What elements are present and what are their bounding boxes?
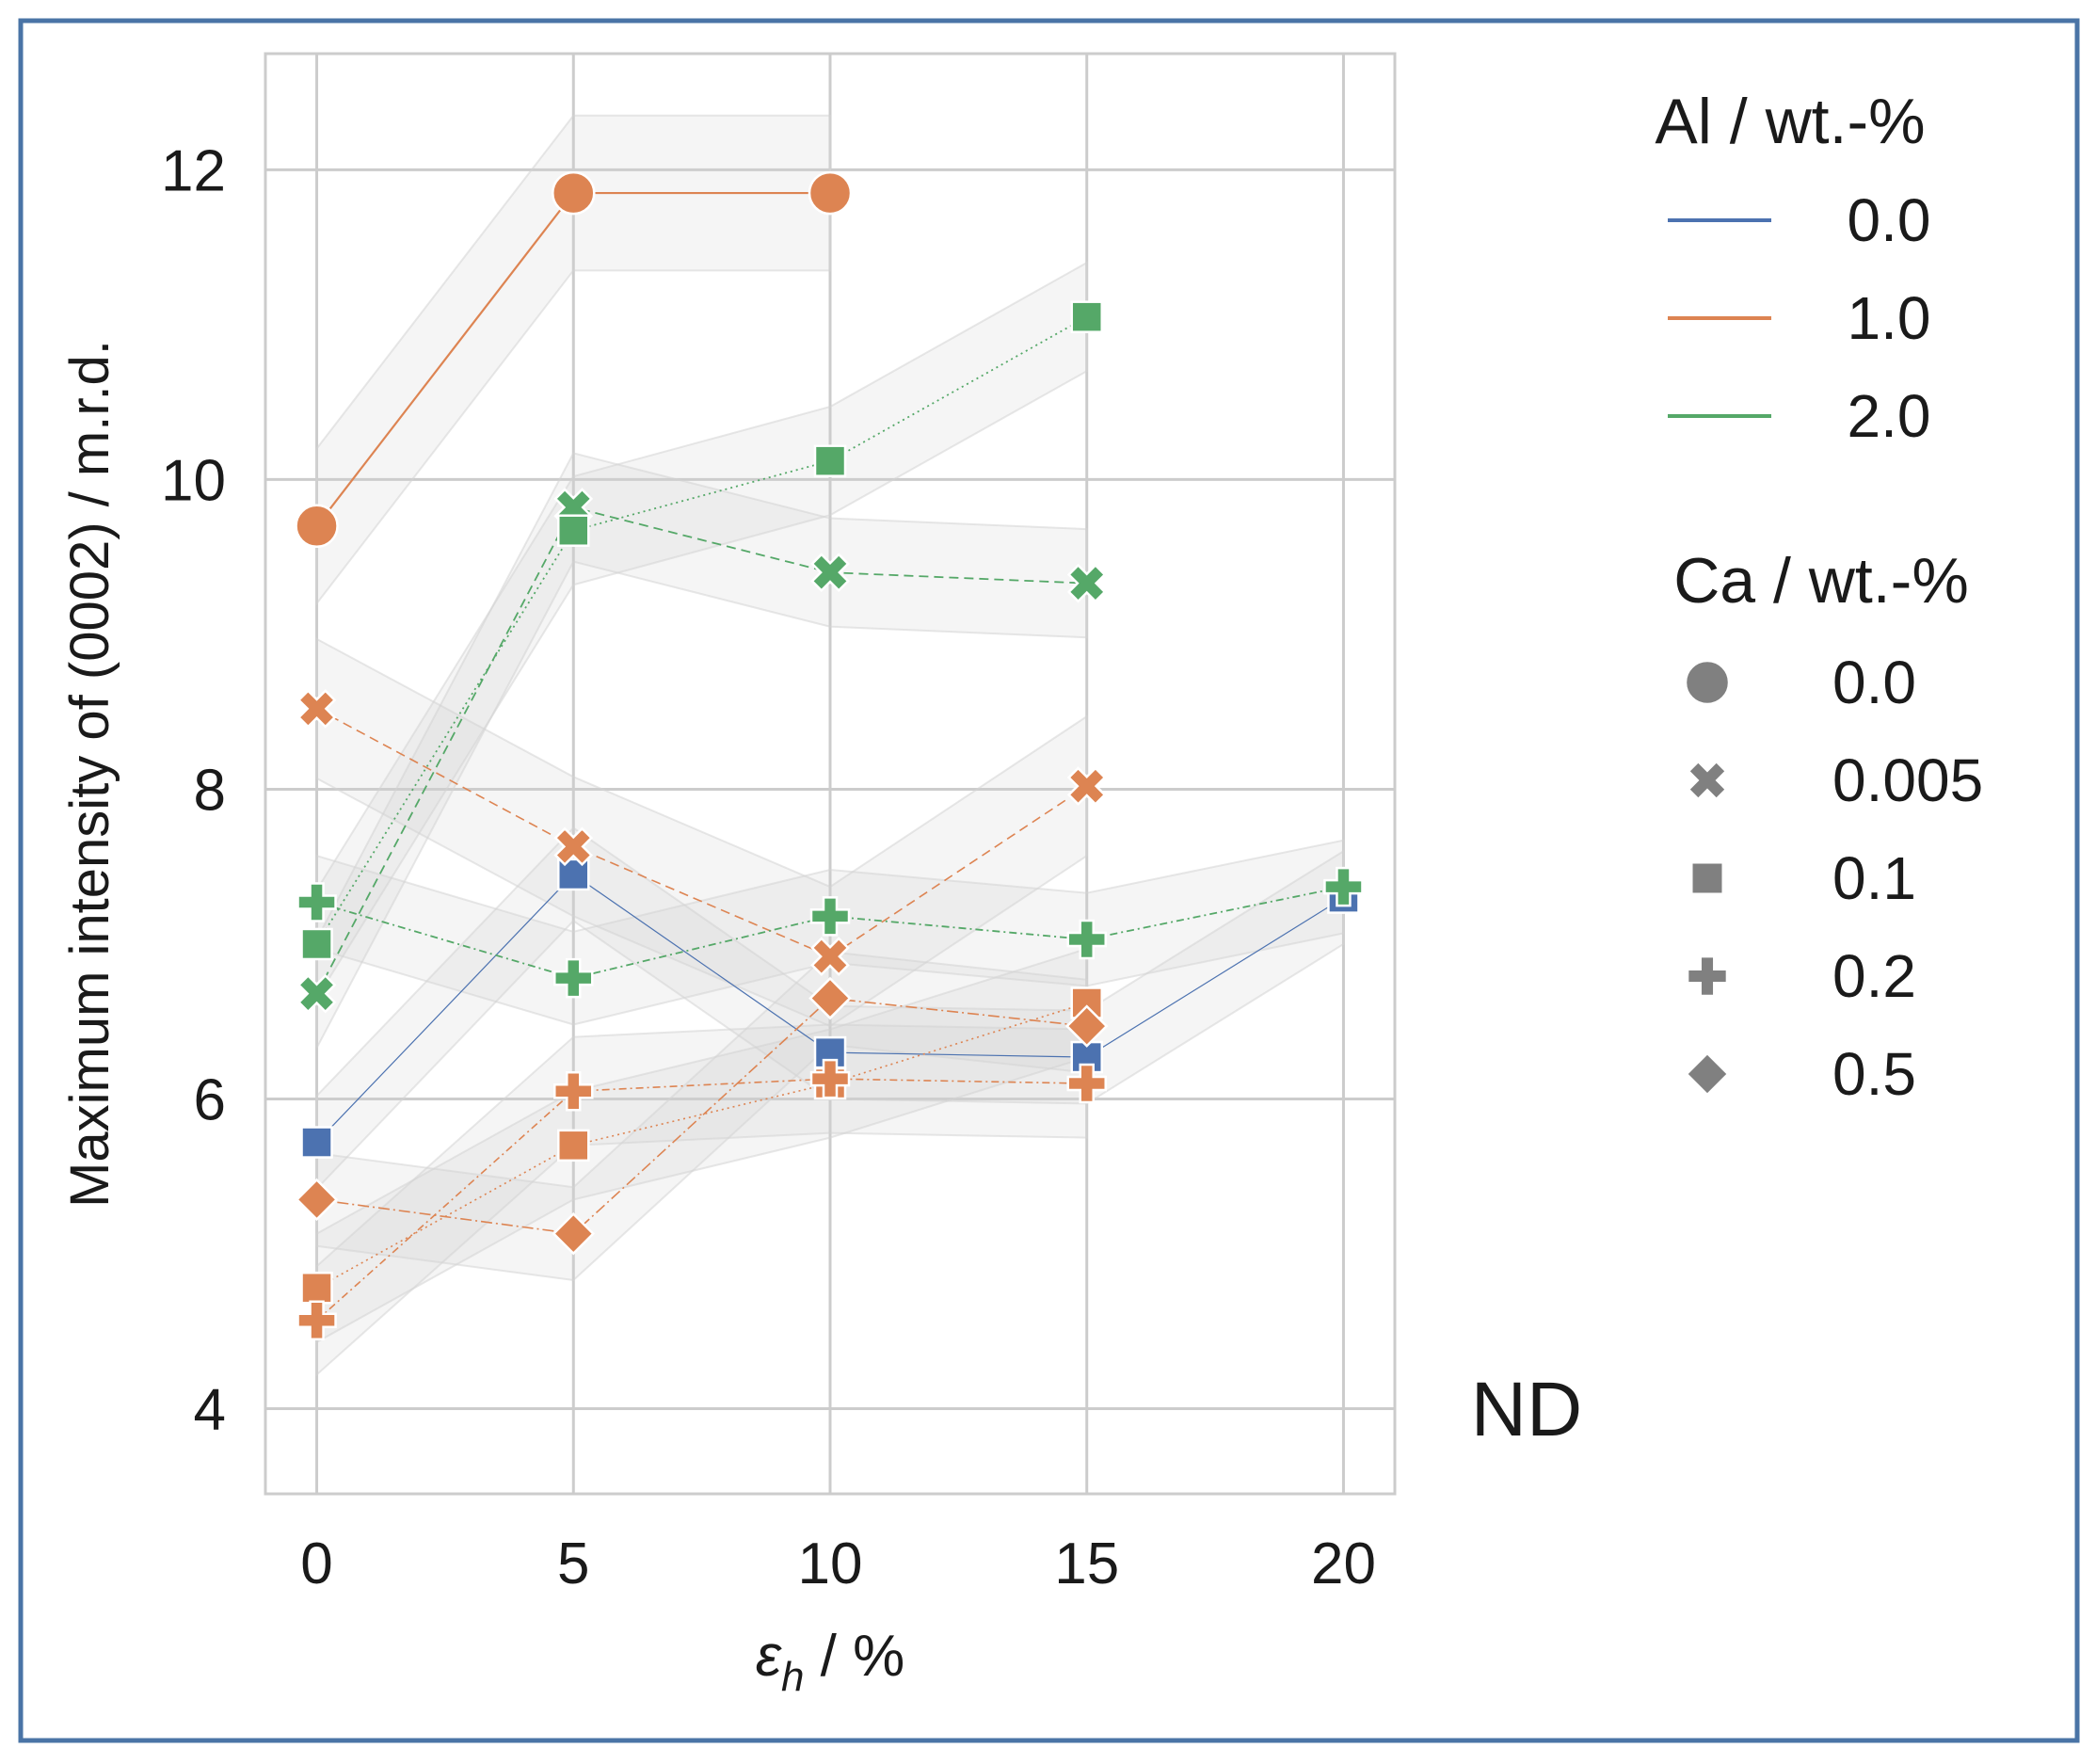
data-point (553, 957, 594, 999)
tick-labels: 0 5 10 15 20 4 6 8 10 12 (161, 138, 1376, 1596)
x-tick-label: 20 (1311, 1531, 1376, 1596)
data-point (1323, 866, 1364, 907)
error-band (315, 114, 831, 606)
legend-style-label: 0.2 (1832, 942, 1916, 1010)
data-point (557, 1129, 590, 1163)
data-point (296, 1300, 337, 1340)
data-point (553, 826, 594, 867)
data-point (1070, 300, 1103, 333)
data-point (553, 1071, 594, 1112)
data-point (295, 504, 339, 549)
series-line (316, 708, 1088, 958)
panel-label: ND (1471, 1367, 1582, 1452)
data-point (296, 882, 337, 922)
x-axis-label-unit: / % (804, 1624, 904, 1689)
legend-style-marker (1687, 760, 1728, 801)
y-tick-label: 6 (194, 1067, 226, 1132)
legend-style-marker (1685, 1051, 1730, 1097)
data-point (809, 896, 851, 937)
legend: Al / wt.-% Ca / wt.-% 0.0 1.0 2.0 0.0 0.005 0… (1655, 86, 1983, 1108)
error-band (315, 452, 1088, 1049)
error-band (315, 637, 1088, 1028)
legend-style-marker (1684, 659, 1731, 706)
y-axis-label: Maximum intensity of (0002) / m.r.d. (59, 340, 120, 1208)
legend-style-label: 0.005 (1832, 746, 1983, 814)
x-tick-label: 15 (1054, 1531, 1119, 1596)
x-axis-label-subscript: h (781, 1654, 804, 1700)
legend-hue-label: 0.0 (1848, 186, 1931, 254)
data-point (300, 927, 333, 961)
data-point (1066, 919, 1107, 960)
data-point (296, 689, 337, 729)
series-line (315, 315, 1088, 945)
legend-style-marker (1689, 860, 1725, 896)
series-line (315, 505, 1087, 995)
data-point (1066, 766, 1107, 807)
legend-style-marker (1686, 954, 1729, 998)
data-point (300, 1271, 333, 1305)
data-point (808, 976, 852, 1020)
legend-style-label: 0.0 (1832, 649, 1916, 716)
data-point (1066, 1063, 1107, 1104)
legend-hue-label: 2.0 (1848, 382, 1931, 450)
x-tick-label: 5 (557, 1531, 589, 1596)
series-line (316, 997, 1087, 1235)
y-tick-label: 12 (161, 138, 226, 203)
data-point (295, 1178, 339, 1222)
data-point (1064, 1004, 1109, 1048)
legend-style-title: Ca / wt.-% (1673, 545, 1969, 617)
error-band (315, 1023, 1088, 1377)
series-line (316, 1078, 1087, 1322)
data-point (552, 1211, 596, 1256)
x-tick-label: 0 (300, 1531, 332, 1596)
series-markers (295, 170, 1364, 1340)
data-point (808, 170, 853, 216)
legend-hue-label: 1.0 (1848, 284, 1931, 352)
x-axis-label-epsilon: ε (756, 1624, 782, 1689)
data-point (557, 514, 590, 547)
data-point (809, 1058, 851, 1099)
data-point (810, 553, 850, 592)
y-tick-label: 10 (161, 448, 226, 513)
data-point (296, 973, 337, 1014)
legend-style-label: 0.5 (1832, 1040, 1916, 1108)
y-tick-label: 8 (194, 758, 226, 823)
data-point (810, 937, 850, 976)
legend-style-label: 0.1 (1832, 844, 1916, 912)
x-tick-label: 10 (798, 1531, 863, 1596)
data-point (1066, 563, 1107, 603)
legend-hue-title: Al / wt.-% (1655, 86, 1925, 157)
data-point (813, 444, 847, 477)
data-point (552, 170, 596, 216)
y-tick-label: 4 (194, 1378, 226, 1443)
data-point (300, 1126, 333, 1159)
error-band (315, 261, 1088, 1002)
x-axis-label: εh / % (756, 1624, 905, 1700)
